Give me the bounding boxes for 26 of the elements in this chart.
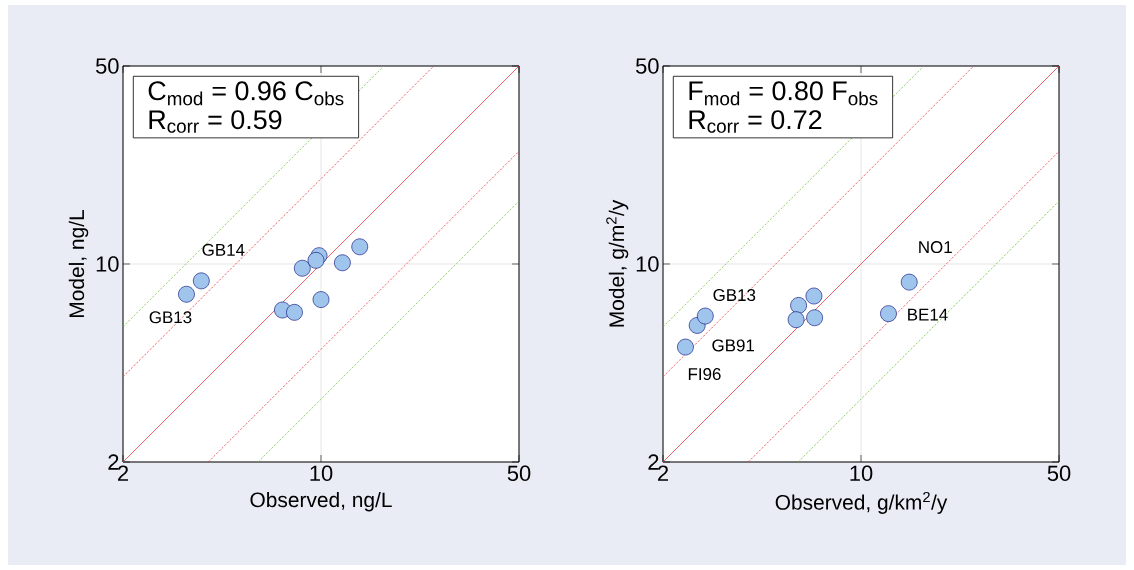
y-tick-label: 50 bbox=[95, 58, 119, 74]
annotation: R$_{corr}$ = 0.59 bbox=[149, 110, 282, 133]
y-tick-label: 10 bbox=[636, 256, 659, 272]
x-tick-label: 10 bbox=[850, 465, 873, 482]
x-tick-label: 50 bbox=[1047, 465, 1071, 482]
annotation: F$_{mod}$ = 0.80 F$_{obs}$ bbox=[689, 81, 878, 106]
annotation: C$_{mod}$ = 0.96 C$_{obs}$ bbox=[148, 81, 344, 106]
x-axis-title: Observed, g/km$^{2}$/y bbox=[775, 491, 948, 514]
x-axis-title: Observed, ng/L bbox=[250, 491, 392, 512]
annotation: GB13 bbox=[149, 311, 192, 324]
y-tick-label: 2 bbox=[648, 454, 659, 470]
y-tick-label: 2 bbox=[108, 454, 119, 470]
x-tick-label: 50 bbox=[507, 465, 531, 482]
y-tick-label: 50 bbox=[635, 58, 659, 74]
annotation: BE14 bbox=[908, 308, 948, 321]
x-tick-label: 2 bbox=[658, 465, 669, 481]
annotation: NO1 bbox=[919, 241, 952, 254]
annotation: GB13 bbox=[713, 289, 756, 302]
annotation: GB14 bbox=[202, 243, 245, 256]
annotation: R$_{corr}$ = 0.72 bbox=[689, 110, 822, 133]
annotation: FI96 bbox=[688, 368, 721, 381]
y-axis-title: Model, g/m$^{2}$/y bbox=[606, 199, 629, 327]
annotation: GB91 bbox=[712, 339, 754, 352]
y-tick-label: 10 bbox=[96, 256, 119, 272]
y-axis-title: Model, ng/L bbox=[68, 210, 89, 317]
x-tick-label: 10 bbox=[310, 465, 333, 482]
